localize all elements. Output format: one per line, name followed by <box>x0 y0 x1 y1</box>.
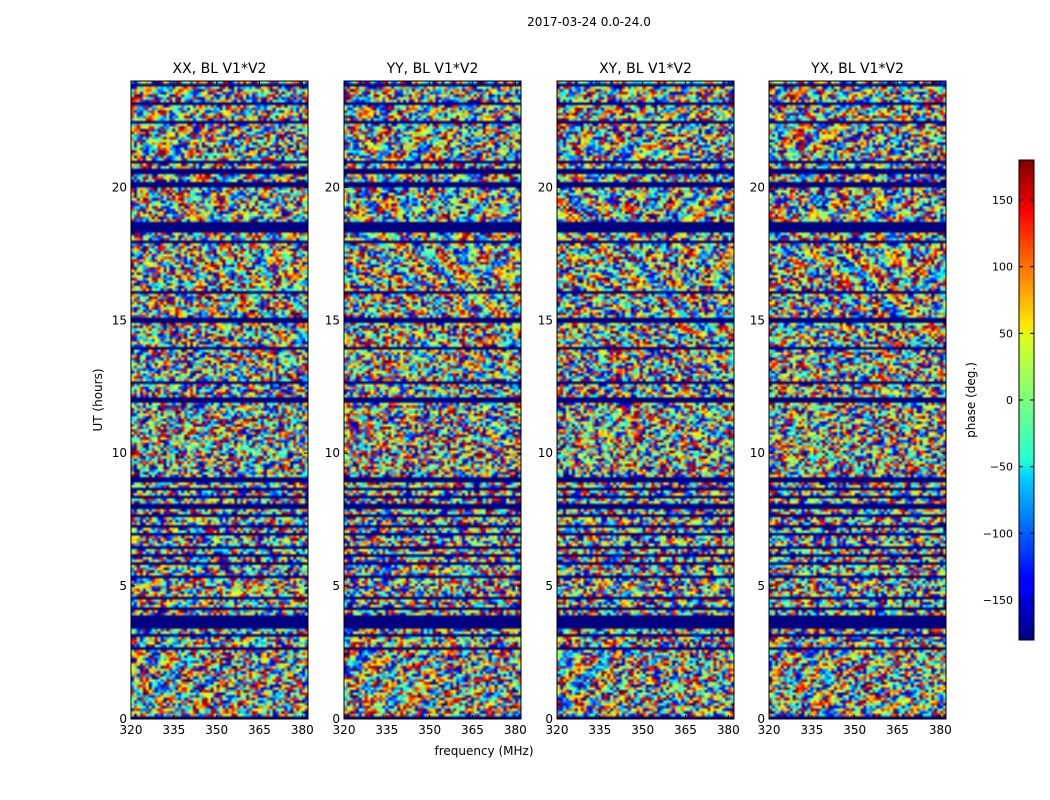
x-tick-label: 320 <box>120 723 143 737</box>
y-tick-label: 5 <box>545 579 553 593</box>
heatmap-image <box>344 81 521 719</box>
panel-1: XX, BL V1*V2 320 335 350 365 380 0 5 10 15 20 <box>112 61 314 737</box>
panel-frame <box>556 80 735 720</box>
y-tick-label: 5 <box>119 579 127 593</box>
heatmap-image <box>131 81 308 719</box>
panel-frame <box>343 80 522 720</box>
heatmap-image <box>769 81 946 719</box>
panel-title: YX, BL V1*V2 <box>810 61 904 77</box>
colorbar-tick-label: 100 <box>992 261 1013 274</box>
y-tick-label: 20 <box>538 180 553 194</box>
x-tick-label: 320 <box>333 723 356 737</box>
y-tick-label: 10 <box>112 446 127 460</box>
x-tick-label: 320 <box>546 723 569 737</box>
y-tick-label: 20 <box>325 180 340 194</box>
x-tick-label: 365 <box>886 723 909 737</box>
y-axis-label: UT (hours) <box>91 368 105 431</box>
x-tick-label: 380 <box>291 723 314 737</box>
panel-3: XY, BL V1*V2 320 335 350 365 380 0 5 10 15 20 <box>538 61 740 737</box>
panel-4: YX, BL V1*V2 320 335 350 365 380 0 5 10 15 20 <box>750 61 952 737</box>
x-tick-label: 335 <box>588 723 611 737</box>
figure-title: 2017-03-24 0.0-24.0 <box>527 15 651 29</box>
colorbar-tick-label: −100 <box>983 527 1013 540</box>
heatmap-image <box>557 81 734 719</box>
colorbar-tick-label: 50 <box>999 327 1013 340</box>
colorbar-label: phase (deg.) <box>964 362 978 438</box>
colorbar: −150 −100 −50 0 50 100 150 phase (deg.) <box>964 159 1035 641</box>
x-tick-label: 380 <box>929 723 952 737</box>
y-tick-label: 20 <box>112 180 127 194</box>
panel-title: XY, BL V1*V2 <box>599 61 692 77</box>
y-tick-label: 10 <box>538 446 553 460</box>
x-tick-label: 365 <box>461 723 484 737</box>
x-axis-label: frequency (MHz) <box>434 744 533 758</box>
x-tick-label: 365 <box>674 723 697 737</box>
y-tick-label: 5 <box>757 579 765 593</box>
y-tick-label: 0 <box>332 712 340 726</box>
y-tick-label: 15 <box>325 313 340 327</box>
x-tick-label: 380 <box>717 723 740 737</box>
y-tick-label: 15 <box>112 313 127 327</box>
panel-frame <box>130 80 309 720</box>
colorbar-tick-label: −50 <box>990 461 1013 474</box>
y-tick-label: 0 <box>119 712 127 726</box>
y-tick-label: 20 <box>750 180 765 194</box>
y-tick-label: 5 <box>332 579 340 593</box>
y-tick-label: 0 <box>757 712 765 726</box>
x-tick-label: 335 <box>162 723 185 737</box>
x-tick-label: 350 <box>418 723 441 737</box>
x-tick-label: 350 <box>843 723 866 737</box>
y-tick-label: 10 <box>325 446 340 460</box>
y-tick-label: 15 <box>750 313 765 327</box>
y-tick-label: 15 <box>538 313 553 327</box>
panel-2: YY, BL V1*V2 320 335 350 365 380 0 5 10 15 20 <box>325 61 527 737</box>
x-tick-label: 335 <box>800 723 823 737</box>
colorbar-tick-label: −150 <box>983 594 1013 607</box>
colorbar-tick-label: 150 <box>992 194 1013 207</box>
panel-title: YY, BL V1*V2 <box>386 61 479 77</box>
x-tick-label: 380 <box>504 723 527 737</box>
x-tick-label: 350 <box>205 723 228 737</box>
x-tick-label: 365 <box>248 723 271 737</box>
panel-frame <box>768 80 947 720</box>
y-tick-label: 0 <box>545 712 553 726</box>
x-tick-label: 350 <box>631 723 654 737</box>
y-tick-label: 10 <box>750 446 765 460</box>
x-tick-label: 335 <box>375 723 398 737</box>
colorbar-tick-label: 0 <box>1006 394 1013 407</box>
x-tick-label: 320 <box>758 723 781 737</box>
panel-title: XX, BL V1*V2 <box>173 61 267 77</box>
